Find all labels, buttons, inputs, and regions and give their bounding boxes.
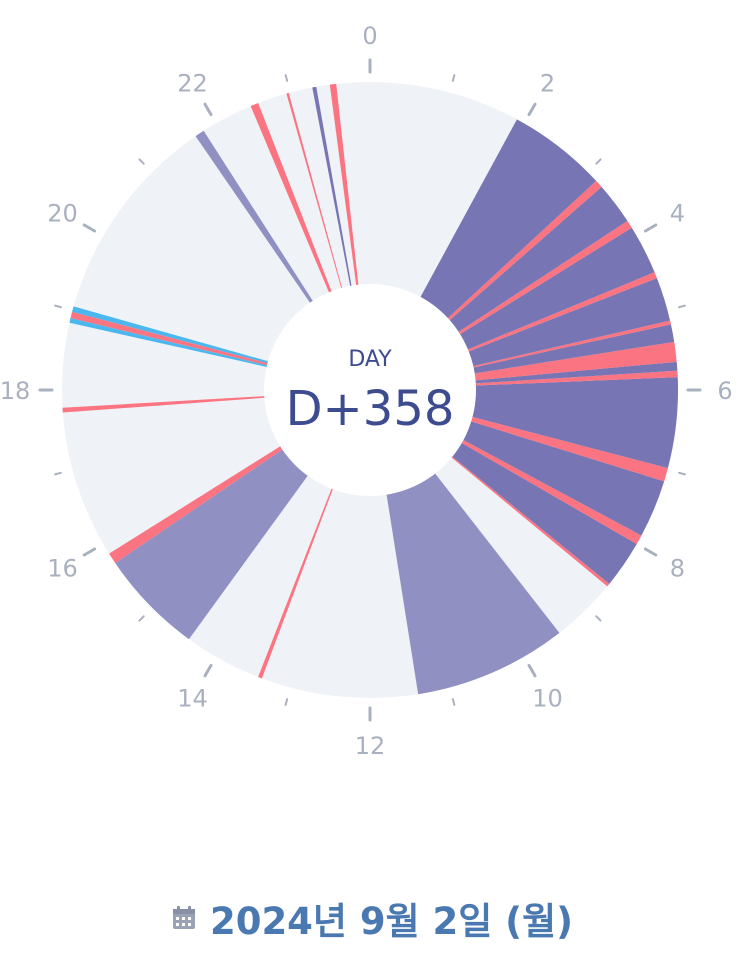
hour-label: 22 [177,70,208,98]
minor-tick [451,698,456,706]
selected-date: 2024년 9월 2일 (월) [209,900,574,943]
major-tick [82,223,97,233]
minor-tick [595,158,602,165]
minor-tick [138,615,145,622]
minor-tick [451,74,456,82]
date-row[interactable]: 2024년 9월 2일 (월) [0,888,743,948]
hour-label: 16 [47,555,78,583]
major-tick [527,102,537,117]
minor-tick [284,74,289,82]
hour-label: 2 [540,70,555,98]
minor-tick [678,471,686,476]
minor-tick [54,304,62,309]
hour-ticks [38,58,702,722]
center-day-label: DAY [348,347,392,372]
minor-tick [678,304,686,309]
hour-label: 4 [670,200,685,228]
minor-tick [284,698,289,706]
major-tick [82,547,97,557]
hour-label: 18 [0,377,30,405]
major-tick [203,102,213,117]
minor-tick [54,471,62,476]
hour-labels: 0 2 4 6 8 10 12 14 16 18 20 22 [0,22,733,760]
center-day-count: D+358 [286,381,455,437]
major-tick [643,547,658,557]
hour-label: 6 [717,377,732,405]
major-tick [203,663,213,678]
daily-timeline-chart: 0 2 4 6 8 10 12 14 16 18 20 22 DAY D+358 [0,22,733,760]
hour-label: 12 [355,732,386,760]
hour-label: 10 [532,684,563,712]
hour-label: 14 [177,684,208,712]
major-tick [527,663,537,678]
minor-tick [595,615,602,622]
hour-label: 0 [362,22,377,50]
hour-label: 8 [670,555,685,583]
calendar-icon [172,906,195,929]
minor-tick [138,158,145,165]
center-hole [264,284,476,496]
major-tick [643,223,658,233]
hour-label: 20 [47,200,78,228]
